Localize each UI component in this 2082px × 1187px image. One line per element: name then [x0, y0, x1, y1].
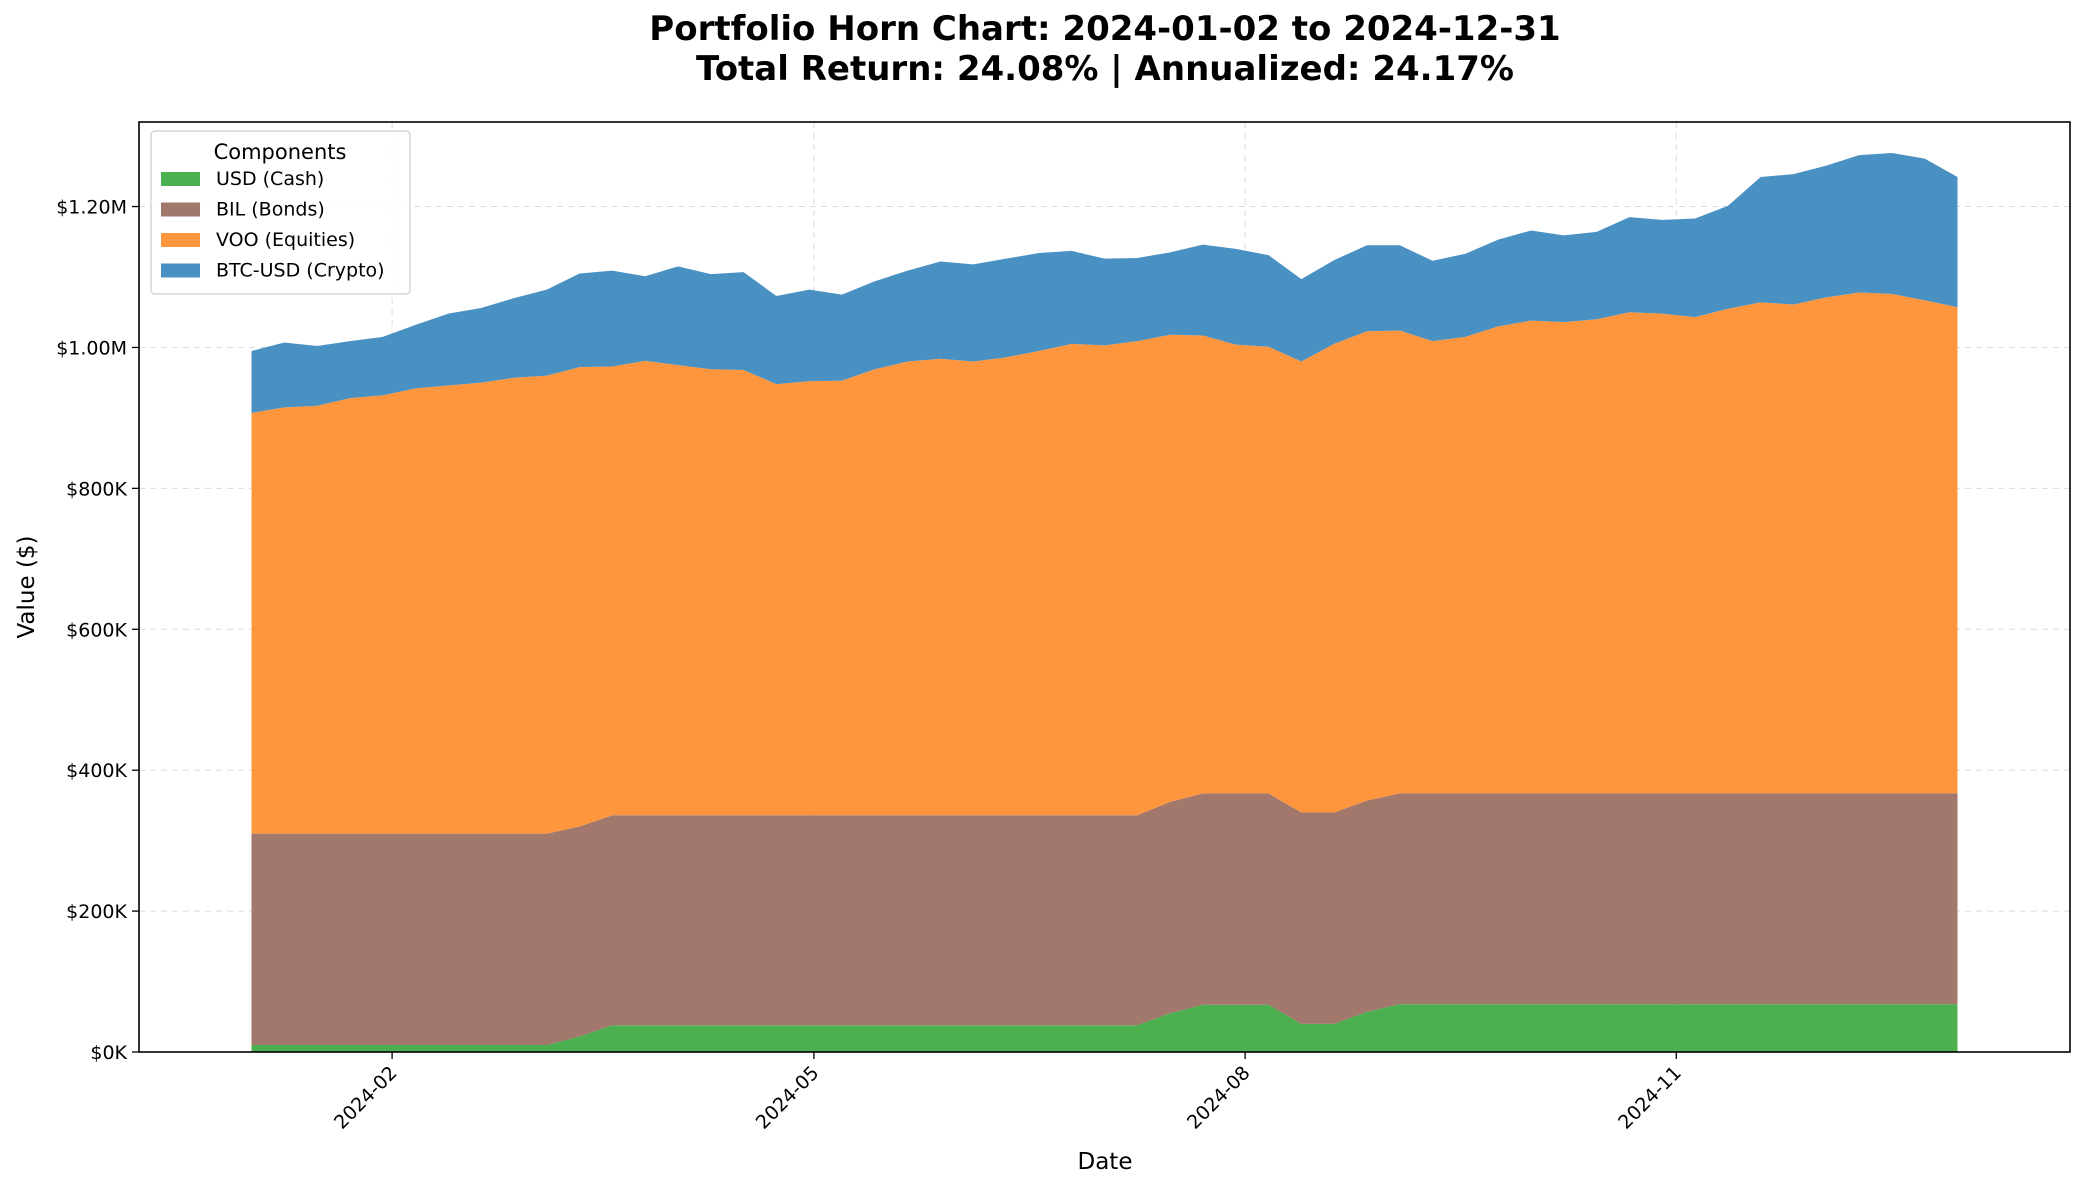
legend-title: Components: [214, 140, 347, 164]
area-btc-usd-crypto: [251, 153, 1958, 413]
y-tick-label: $400K: [66, 760, 127, 782]
legend-swatch-usd-cash: [161, 172, 200, 186]
legend-label-btc-usd-crypto: BTC-USD (Crypto): [216, 260, 385, 282]
legend-swatch-voo-equities: [161, 233, 200, 247]
plot-frame: [138, 121, 2071, 1053]
y-axis-label: Value ($): [14, 535, 40, 638]
y-tick-label: $0K: [90, 1042, 127, 1064]
legend-label-usd-cash: USD (Cash): [216, 168, 324, 190]
chart-title: Portfolio Horn Chart: 2024-01-02 to 2024…: [649, 9, 1560, 49]
legend-label-voo-equities: VOO (Equities): [216, 229, 355, 251]
y-tick-label: $1.20M: [56, 197, 127, 219]
area-voo-equities: [251, 292, 1958, 834]
chart-subtitle: Total Return: 24.08% | Annualized: 24.17…: [696, 49, 1514, 89]
legend-label-bil-bonds: BIL (Bonds): [216, 199, 325, 221]
stacked-areas: [251, 153, 1958, 1052]
y-tick-label: $800K: [66, 478, 127, 500]
y-tick-label: $600K: [66, 619, 127, 641]
y-tick-label: $200K: [66, 901, 127, 923]
y-tick-label: $1.00M: [56, 337, 127, 359]
legend-items: USD (Cash) BIL (Bonds) VOO (Equities) BTC-U…: [161, 168, 385, 282]
x-axis-label: Date: [1078, 1149, 1133, 1175]
legend: Components USD (Cash) BIL (Bonds) VOO (Equ…: [150, 130, 411, 295]
y-axis-ticks: $0K $200K $400K $600K $800K $1.00M $1.20M: [56, 197, 139, 1064]
legend-swatch-btc-usd-crypto: [161, 263, 200, 278]
area-usd-cash: [251, 1004, 1958, 1052]
legend-swatch-bil-bonds: [161, 202, 200, 217]
area-bil-bonds: [251, 793, 1958, 1045]
legend-box: [150, 130, 411, 295]
